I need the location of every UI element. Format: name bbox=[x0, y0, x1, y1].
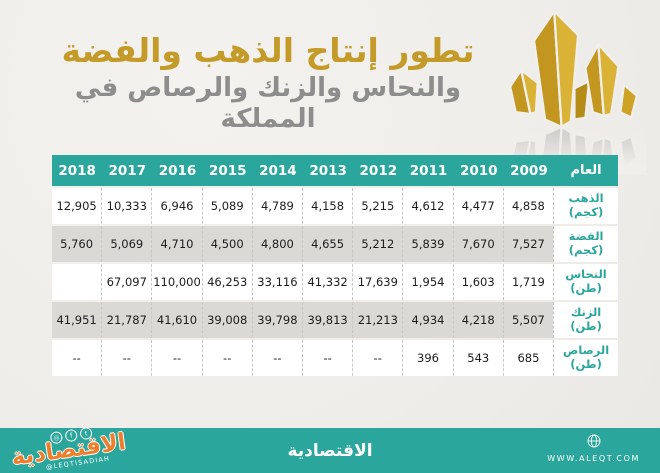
table-cell: 4,655 bbox=[302, 226, 353, 262]
production-table: 2018 2017 2016 2015 2014 2013 2012 2011 2010 2009… bbox=[52, 155, 619, 376]
table-cell: 12,905 bbox=[52, 188, 102, 224]
table-header-row: 2018 2017 2016 2015 2014 2013 2012 2011 2010 2009… bbox=[52, 155, 618, 186]
metal-name: الزنك bbox=[570, 305, 602, 320]
table-cell: 7,527 bbox=[502, 226, 554, 262]
table-cell: -- bbox=[251, 340, 303, 376]
table-cell: 41,332 bbox=[302, 264, 353, 300]
table-cell: -- bbox=[151, 340, 202, 376]
row-label: الرصاص (طن) bbox=[553, 340, 619, 376]
row-label: الفضة (كجم) bbox=[553, 226, 619, 262]
infographic-title: تطور إنتاج الذهب والفضة bbox=[61, 31, 475, 70]
gold-crystal-icon bbox=[490, 10, 646, 176]
table-cell: 6,946 bbox=[151, 188, 202, 224]
table-cell: -- bbox=[101, 340, 152, 376]
table-cell: 1,954 bbox=[402, 264, 453, 300]
table-cell: -- bbox=[302, 340, 353, 376]
year-header-cell: 2016 bbox=[158, 162, 197, 179]
table-row: 67,097 110,000 46,253 33,116 41,332 17,639 1,9… bbox=[52, 264, 619, 300]
row-label: النحاس (طن) bbox=[553, 264, 619, 300]
website-url: WWW.ALEQT.COM bbox=[547, 454, 640, 463]
year-header-cell: 2009 bbox=[510, 162, 548, 179]
table-cell: 39,798 bbox=[251, 302, 303, 338]
table-cell: 5,507 bbox=[502, 302, 554, 338]
infographic-subtitle: والنحاس والزنك والرصاص في المملكة bbox=[74, 72, 462, 135]
table-cell: 46,253 bbox=[201, 264, 252, 300]
table-cell: 4,858 bbox=[502, 188, 554, 224]
table-cell: 39,813 bbox=[302, 302, 353, 338]
table-cell: 1,719 bbox=[502, 264, 554, 300]
table-row: 41,951 21,787 41,610 39,008 39,798 39,813 21,2… bbox=[52, 302, 619, 338]
metal-unit: (طن) bbox=[570, 281, 602, 295]
table-row: 12,905 10,333 6,946 5,089 4,789 4,158 5,215 4,6… bbox=[52, 188, 619, 224]
table-cell: 41,951 bbox=[52, 302, 102, 338]
globe-icon bbox=[587, 434, 601, 448]
table-cell: 396 bbox=[402, 340, 453, 376]
metal-name: الفضة bbox=[568, 229, 604, 244]
table-cell: 5,212 bbox=[352, 226, 403, 262]
metal-unit: (كجم) bbox=[568, 205, 604, 219]
table-cell: 10,333 bbox=[101, 188, 152, 224]
table-cell: 4,710 bbox=[151, 226, 202, 262]
table-cell: 5,089 bbox=[201, 188, 252, 224]
table-cell: 39,008 bbox=[201, 302, 252, 338]
table-cell: 4,477 bbox=[452, 188, 503, 224]
year-header-cell: 2018 bbox=[58, 162, 96, 179]
table-cell: 543 bbox=[452, 340, 503, 376]
year-header-cell: 2015 bbox=[208, 162, 247, 179]
metal-unit: (طن) bbox=[570, 357, 602, 371]
metal-name: الرصاص bbox=[562, 343, 610, 358]
table-cell: -- bbox=[52, 340, 102, 376]
year-header-cell: 2011 bbox=[409, 162, 448, 179]
row-label: الذهب (كجم) bbox=[553, 188, 619, 224]
year-header-cell: 2017 bbox=[108, 162, 147, 179]
table-cell: 4,218 bbox=[452, 302, 503, 338]
table-cell: 4,500 bbox=[201, 226, 252, 262]
table-cell: 4,934 bbox=[402, 302, 453, 338]
table-cell: 5,215 bbox=[352, 188, 403, 224]
table-cell: 41,610 bbox=[151, 302, 202, 338]
year-header-cell: 2012 bbox=[359, 162, 398, 179]
table-cell: 67,097 bbox=[101, 264, 152, 300]
metal-name: الذهب bbox=[568, 191, 604, 206]
table-cell: 5,069 bbox=[101, 226, 152, 262]
footer-bar: ◎ f t الاقتصادية @LEQTISADIAH الاقتصادية W… bbox=[0, 426, 660, 473]
metal-name: النحاس bbox=[565, 267, 607, 282]
year-header-cell: 2010 bbox=[459, 162, 498, 179]
metal-unit: (طن) bbox=[570, 319, 602, 333]
table-row: -- -- -- -- -- -- -- 396 543 685 الرصاص (طن) bbox=[52, 340, 619, 376]
year-header-cell: 2014 bbox=[259, 162, 297, 179]
table-cell: 4,789 bbox=[251, 188, 303, 224]
row-label: الزنك (طن) bbox=[553, 302, 619, 338]
table-cell: 110,000 bbox=[151, 264, 202, 300]
table-cell: 7,670 bbox=[452, 226, 503, 262]
table-cell: 1,603 bbox=[452, 264, 503, 300]
year-header-cell: 2013 bbox=[309, 162, 347, 179]
brand-logo-left: ◎ f t الاقتصادية @LEQTISADIAH bbox=[10, 422, 128, 473]
table-cell: -- bbox=[352, 340, 403, 376]
metal-unit: (كجم) bbox=[568, 243, 604, 257]
table-cell: 4,158 bbox=[302, 188, 353, 224]
brand-logo-center: الاقتصادية bbox=[287, 440, 373, 461]
table-cell: 17,639 bbox=[352, 264, 403, 300]
title-block: تطور إنتاج الذهب والفضة والنحاس والزنك و… bbox=[58, 30, 478, 135]
table-cell: 4,800 bbox=[251, 226, 303, 262]
table-cell: 33,116 bbox=[251, 264, 303, 300]
table-cell: 685 bbox=[502, 340, 554, 376]
table-body: 12,905 10,333 6,946 5,089 4,789 4,158 5,215 4,6… bbox=[52, 188, 619, 376]
table-cell: 21,213 bbox=[352, 302, 403, 338]
website-block: WWW.ALEQT.COM bbox=[547, 433, 640, 463]
table-cell: 5,839 bbox=[402, 226, 453, 262]
year-header-label: العام bbox=[570, 163, 602, 178]
table-cell: 4,612 bbox=[402, 188, 453, 224]
table-cell: -- bbox=[201, 340, 252, 376]
table-cell: 21,787 bbox=[101, 302, 152, 338]
table-cell: 5,760 bbox=[52, 226, 102, 262]
table-cell bbox=[52, 264, 102, 300]
table-row: 5,760 5,069 4,710 4,500 4,800 4,655 5,212 5,839… bbox=[52, 226, 619, 262]
